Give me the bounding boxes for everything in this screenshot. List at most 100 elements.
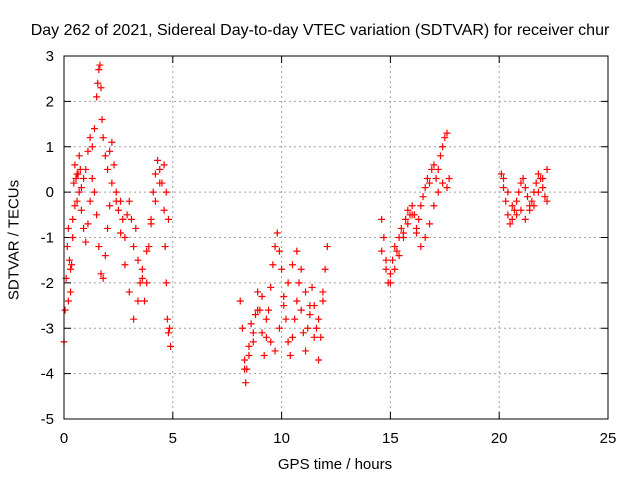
- data-point: [71, 202, 79, 210]
- data-point: [156, 179, 164, 187]
- data-point: [68, 261, 76, 269]
- data-point: [539, 175, 547, 183]
- data-point: [378, 215, 386, 223]
- data-point: [295, 279, 303, 287]
- x-tick-label: 0: [60, 430, 68, 447]
- data-point: [145, 243, 153, 251]
- data-point: [380, 234, 388, 241]
- data-point: [101, 152, 109, 160]
- data-point: [404, 206, 412, 214]
- data-point: [393, 247, 401, 255]
- data-point: [319, 297, 327, 305]
- y-tick-label: -3: [41, 320, 54, 337]
- data-point: [378, 247, 386, 255]
- data-point: [382, 265, 390, 273]
- data-point: [163, 315, 171, 323]
- data-point: [508, 215, 516, 223]
- data-point: [267, 338, 275, 346]
- data-point: [112, 197, 120, 205]
- data-point: [310, 333, 318, 341]
- data-point: [161, 243, 169, 251]
- data-point: [151, 170, 159, 178]
- data-point: [426, 220, 434, 228]
- data-point: [421, 234, 429, 241]
- data-point: [528, 197, 536, 205]
- data-point: [254, 306, 262, 314]
- data-point: [502, 197, 510, 205]
- data-point: [69, 215, 77, 223]
- data-point: [423, 175, 431, 183]
- data-point: [67, 288, 75, 296]
- data-point: [269, 261, 277, 269]
- data-point: [280, 302, 288, 310]
- data-point: [389, 256, 397, 264]
- data-point: [282, 315, 290, 323]
- data-point: [95, 66, 103, 74]
- data-point: [262, 333, 270, 341]
- data-point: [291, 315, 299, 323]
- data-point: [241, 356, 249, 364]
- data-point: [104, 165, 112, 173]
- data-point: [430, 161, 438, 169]
- data-point: [504, 188, 512, 196]
- data-point: [90, 188, 98, 196]
- data-point: [108, 138, 116, 146]
- data-point: [408, 211, 416, 219]
- data-point: [64, 297, 72, 305]
- data-point: [408, 202, 416, 210]
- y-tick-label: 2: [46, 93, 54, 110]
- data-point: [515, 188, 523, 196]
- data-point: [127, 215, 135, 223]
- data-point: [73, 170, 81, 178]
- data-point: [156, 165, 164, 173]
- data-point: [286, 351, 294, 359]
- data-point: [151, 197, 159, 205]
- data-point: [386, 270, 394, 278]
- data-point: [162, 188, 170, 196]
- data-point: [506, 220, 514, 228]
- data-point: [93, 211, 101, 219]
- data-point: [519, 175, 527, 183]
- data-point: [445, 175, 453, 183]
- data-point: [88, 175, 96, 183]
- data-point: [399, 234, 407, 241]
- data-point: [75, 152, 83, 160]
- data-point: [308, 283, 316, 291]
- data-point: [386, 279, 394, 287]
- data-point: [73, 197, 81, 205]
- data-point: [293, 297, 301, 305]
- series-arc-d: [241, 247, 327, 373]
- x-tick-label: 5: [169, 430, 177, 447]
- data-point: [539, 184, 547, 192]
- data-point: [134, 256, 142, 264]
- chart-title: Day 262 of 2021, Sidereal Day-to-day VTE…: [30, 22, 610, 39]
- data-point: [441, 134, 449, 142]
- data-point: [82, 238, 90, 246]
- data-point: [95, 243, 103, 251]
- data-point: [267, 283, 275, 291]
- data-point: [251, 311, 259, 319]
- data-point: [93, 93, 101, 101]
- data-point: [439, 143, 447, 151]
- data-point: [106, 202, 114, 210]
- data-point: [101, 252, 109, 260]
- x-tick-label: 20: [491, 430, 508, 447]
- data-point: [530, 202, 538, 210]
- data-point: [162, 279, 170, 287]
- data-point: [417, 202, 425, 210]
- data-point: [523, 193, 531, 201]
- data-point: [299, 329, 307, 337]
- data-point: [121, 261, 129, 269]
- data-point: [513, 197, 521, 205]
- data-point: [245, 342, 253, 350]
- data-point: [271, 347, 279, 355]
- data-point: [306, 311, 314, 319]
- data-point: [69, 234, 77, 241]
- data-point: [130, 243, 138, 251]
- data-point: [108, 179, 116, 187]
- data-point: [254, 288, 262, 296]
- data-point: [242, 379, 250, 387]
- data-point: [63, 243, 71, 251]
- data-point: [82, 165, 90, 173]
